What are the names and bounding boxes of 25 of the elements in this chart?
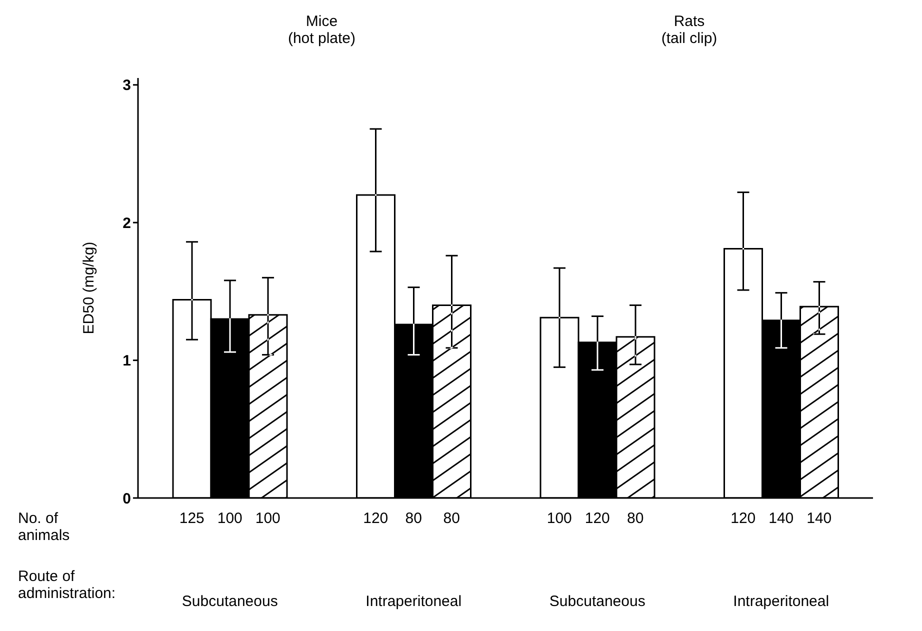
text: Mice (hot plate): [288, 13, 356, 47]
text: 120: [584, 510, 610, 527]
text: 100: [546, 510, 572, 527]
x-tick-label: Subcutaneous: [182, 593, 278, 610]
text: 80: [443, 510, 460, 527]
y-tick-label: 1: [122, 352, 131, 370]
text: Rats (tail clip): [661, 13, 718, 47]
text: 140: [768, 510, 794, 527]
x-tick-label: Subcutaneous: [549, 593, 646, 610]
text: 140: [806, 510, 832, 527]
y-tick-label: 3: [122, 77, 131, 94]
x-tick-label: Intraperitoneal: [366, 593, 462, 610]
y-tick-label: 0: [122, 490, 131, 508]
text: 100: [217, 510, 242, 527]
text: 125: [179, 510, 204, 527]
x-tick-label: Intraperitoneal: [733, 593, 830, 610]
text: 80: [405, 510, 422, 527]
text: No. of animals: [18, 510, 70, 544]
y-axis-title: ED50 (mg/kg): [80, 242, 98, 334]
text: 120: [730, 510, 756, 527]
text: 80: [627, 510, 644, 527]
text: 120: [363, 510, 388, 527]
text: 100: [255, 510, 280, 527]
text: Route of administration:: [18, 568, 116, 602]
y-tick-label: 2: [122, 214, 131, 232]
